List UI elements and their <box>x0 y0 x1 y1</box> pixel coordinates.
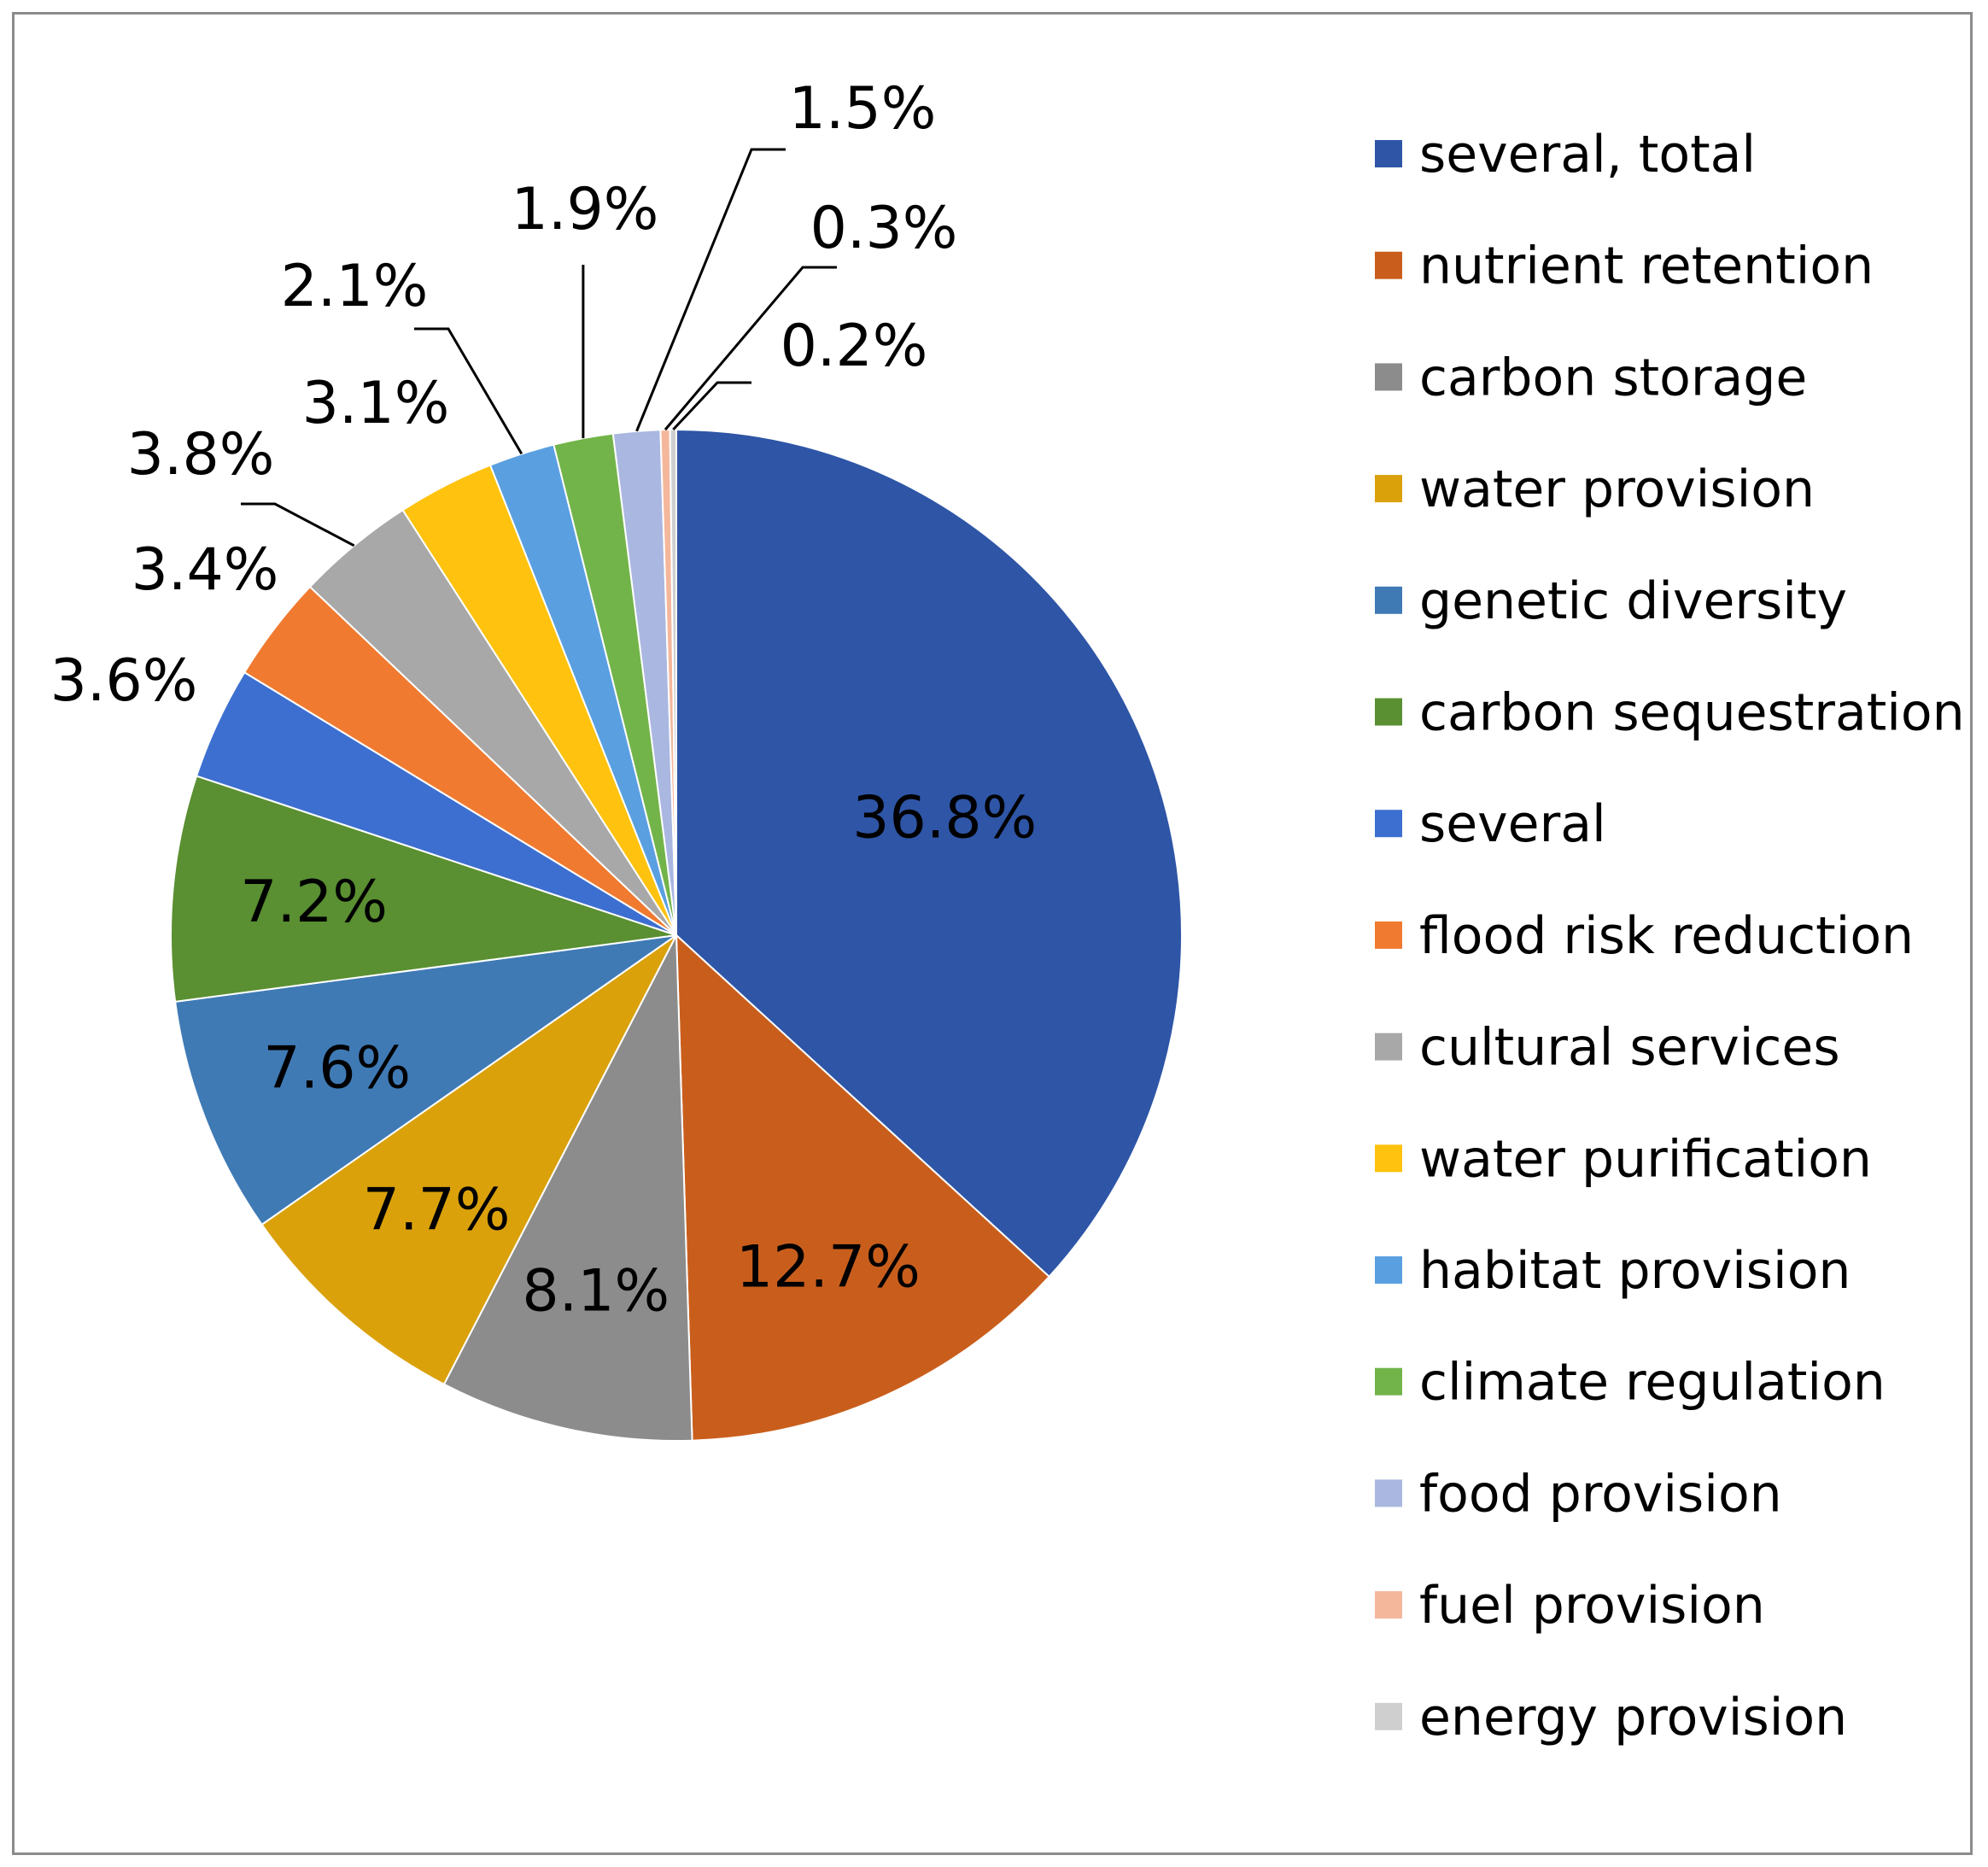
data-label: 7.7% <box>363 1177 511 1244</box>
legend-label: energy provision <box>1419 1688 1847 1747</box>
data-label: 7.2% <box>240 869 388 936</box>
data-label: 1.5% <box>789 75 937 143</box>
leader-lines <box>241 148 837 547</box>
legend-swatch <box>1375 1144 1402 1173</box>
data-label: 36.8% <box>852 785 1037 852</box>
legend-label: fuel provision <box>1419 1576 1765 1636</box>
legend-label: cultural services <box>1419 1018 1840 1078</box>
pie-slice-carbon-sequestration <box>170 775 677 1004</box>
leader-line <box>414 327 523 455</box>
data-label: 0.2% <box>781 313 928 380</box>
legend-swatch <box>1375 1256 1402 1284</box>
legend-swatch <box>1375 586 1402 614</box>
legend-label: food provision <box>1419 1464 1782 1524</box>
data-label: 3.6% <box>50 647 198 715</box>
leader-line <box>241 502 355 547</box>
pie-slice-several-total <box>675 428 1183 1279</box>
data-labels: 36.8% 12.7% 8.1%7.7% 7.6% 7.2% 3.6% 3.4% 3.8% 3.… <box>50 75 1038 1326</box>
legend-swatch <box>1375 1033 1402 1061</box>
legend-swatch <box>1375 475 1402 503</box>
legend-label: climate regulation <box>1419 1353 1886 1413</box>
leader-line <box>664 266 837 431</box>
legend-label: water purification <box>1419 1129 1872 1189</box>
legend-label: water provision <box>1419 459 1815 519</box>
legend-swatch <box>1375 921 1402 949</box>
data-label: 3.4% <box>132 536 279 604</box>
pie-slice-genetic-diversity <box>174 934 677 1226</box>
leader-line <box>672 381 751 431</box>
data-label: 3.1% <box>302 370 450 437</box>
legend-label: carbon storage <box>1419 348 1807 407</box>
pie-slice-energy-provision <box>669 428 677 936</box>
legend-label: nutrient retention <box>1419 237 1874 296</box>
legend-swatch <box>1375 1702 1402 1730</box>
legend-swatch <box>1375 1367 1402 1396</box>
legend-label: several, total <box>1419 125 1756 184</box>
legend-label: flood risk reduction <box>1419 906 1914 966</box>
data-label: 12.7% <box>736 1233 921 1301</box>
legend-swatch <box>1375 363 1402 391</box>
legend-swatch <box>1375 251 1402 279</box>
data-label: 0.3% <box>810 195 958 262</box>
legend-swatch <box>1375 810 1402 838</box>
legend-swatch <box>1375 698 1402 726</box>
legend-label: carbon sequestration <box>1419 683 1965 743</box>
pie-slice-water-provision <box>260 934 677 1386</box>
legend: several, total nutrient retention carbon s… <box>1375 125 1965 1747</box>
data-label: 7.6% <box>263 1034 411 1102</box>
data-label: 2.1% <box>281 253 429 320</box>
legend-swatch <box>1375 1479 1402 1507</box>
legend-swatch <box>1375 1591 1402 1619</box>
legend-label: habitat provision <box>1419 1241 1851 1301</box>
leader-line <box>635 148 786 432</box>
data-label: 3.8% <box>127 421 275 489</box>
legend-label: genetic diversity <box>1419 571 1847 631</box>
legend-label: several <box>1419 794 1606 854</box>
pie-slice-nutrient-retention <box>675 933 1051 1442</box>
data-label: 8.1% <box>522 1258 669 1326</box>
pie-slice-carbon-storage <box>442 932 693 1443</box>
pie-slices <box>170 428 1183 1443</box>
data-label: 1.9% <box>512 176 659 243</box>
legend-swatch <box>1375 140 1402 167</box>
